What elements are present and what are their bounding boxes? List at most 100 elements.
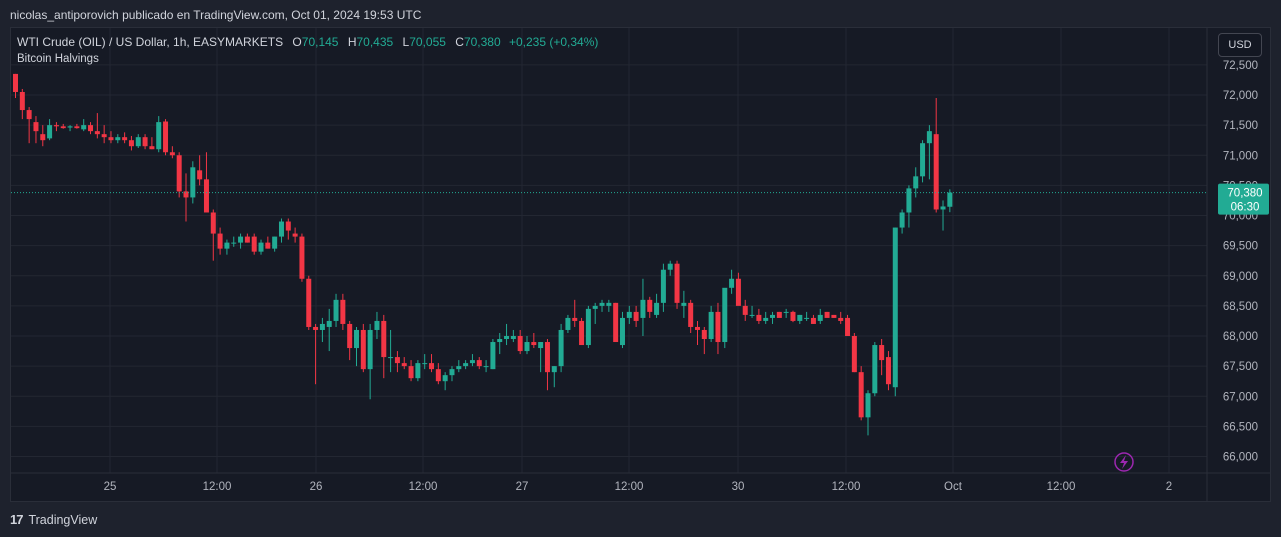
candle	[538, 342, 544, 373]
candle	[817, 308, 823, 324]
price-tick-label: 67,000	[1223, 391, 1258, 403]
candle	[231, 236, 237, 247]
candle-body	[47, 125, 53, 139]
candle	[360, 323, 366, 373]
candle	[449, 366, 455, 382]
candle	[933, 98, 939, 213]
candle	[619, 311, 625, 349]
candle	[572, 299, 578, 327]
candle	[197, 155, 203, 186]
candle	[94, 113, 100, 139]
candle-body	[122, 137, 128, 141]
candle	[824, 311, 830, 318]
candle	[579, 317, 585, 346]
lightning-marker-icon[interactable]	[1114, 452, 1134, 472]
candle-body	[258, 242, 264, 252]
candle-body	[558, 329, 564, 367]
candle	[892, 227, 898, 397]
candle-body	[845, 317, 851, 336]
candle-body	[292, 233, 298, 237]
candle-body	[517, 336, 523, 352]
candle	[647, 296, 653, 318]
candle-body	[326, 320, 332, 327]
candle-body	[940, 206, 946, 210]
candle-body	[585, 308, 591, 346]
candle-body	[476, 360, 482, 367]
candle	[108, 131, 114, 144]
candle	[306, 275, 312, 330]
candle	[763, 311, 769, 324]
candle-body	[824, 311, 830, 318]
symbol-title[interactable]: WTI Crude (OIL) / US Dollar, 1h, EASYMAR…	[17, 35, 284, 49]
price-tick-label: 72,500	[1223, 60, 1258, 72]
candle	[367, 323, 373, 400]
candle-body	[394, 357, 400, 364]
candle	[40, 125, 46, 147]
high-value: 70,435	[356, 35, 394, 49]
candle	[128, 135, 134, 151]
candle	[381, 314, 387, 379]
candle-body	[442, 375, 448, 382]
candle-body	[599, 302, 605, 306]
lightning-circle	[1114, 452, 1134, 472]
candle	[476, 357, 482, 370]
candle-body	[885, 357, 891, 385]
candle	[592, 302, 598, 324]
candle-body	[101, 134, 107, 138]
candle-body	[176, 155, 182, 192]
candle	[224, 239, 230, 255]
candle-body	[231, 242, 237, 244]
candle	[899, 209, 905, 234]
price-tick-label: 68,500	[1223, 301, 1258, 313]
price-tick-label: 69,500	[1223, 241, 1258, 253]
candle-body	[592, 305, 598, 309]
candle	[340, 293, 346, 330]
currency-button[interactable]: USD	[1218, 33, 1262, 57]
candle	[626, 305, 632, 324]
candle	[33, 116, 39, 144]
chart-pane[interactable]: 72,50072,00071,50071,00070,50070,00069,5…	[10, 27, 1271, 502]
candle-body	[203, 179, 209, 213]
candle	[115, 134, 121, 144]
candle	[238, 233, 244, 249]
candle	[558, 323, 564, 373]
candle	[722, 287, 728, 349]
candle	[156, 116, 162, 153]
candle-body	[776, 311, 782, 318]
candle	[272, 236, 278, 252]
candle	[920, 140, 926, 183]
brand-name[interactable]: TradingView	[28, 512, 98, 527]
last-price-badge	[1218, 183, 1269, 215]
candle	[190, 161, 196, 204]
candle-body	[449, 369, 455, 376]
candle	[804, 311, 810, 321]
candle-body	[108, 137, 114, 141]
tradingview-logo-icon[interactable]: 17	[10, 512, 24, 527]
candlestick-chart[interactable]: 72,50072,00071,50071,00070,50070,00069,5…	[11, 28, 1271, 502]
candle	[674, 260, 680, 309]
candle	[81, 119, 87, 132]
candle-body	[408, 366, 414, 379]
candle-body	[565, 317, 571, 330]
candle	[13, 73, 18, 99]
candle-body	[579, 320, 585, 346]
candle-body	[360, 329, 366, 370]
candle	[742, 299, 748, 321]
candle	[265, 236, 271, 249]
close-label: C	[455, 35, 464, 49]
candle-body	[735, 278, 741, 306]
candle	[708, 305, 714, 343]
candle	[26, 107, 32, 144]
candle-body	[647, 299, 653, 312]
candle-body	[224, 242, 230, 249]
candle	[715, 302, 721, 355]
candle	[408, 360, 414, 382]
time-tick-label: 12:00	[203, 481, 232, 493]
indicator-label[interactable]: Bitcoin Halvings	[17, 53, 99, 65]
candle	[176, 152, 182, 198]
candle-body	[197, 170, 203, 180]
candle	[319, 317, 325, 343]
open-value: 70,145	[301, 35, 339, 49]
candle-body	[313, 326, 319, 330]
candle-body	[783, 311, 789, 313]
